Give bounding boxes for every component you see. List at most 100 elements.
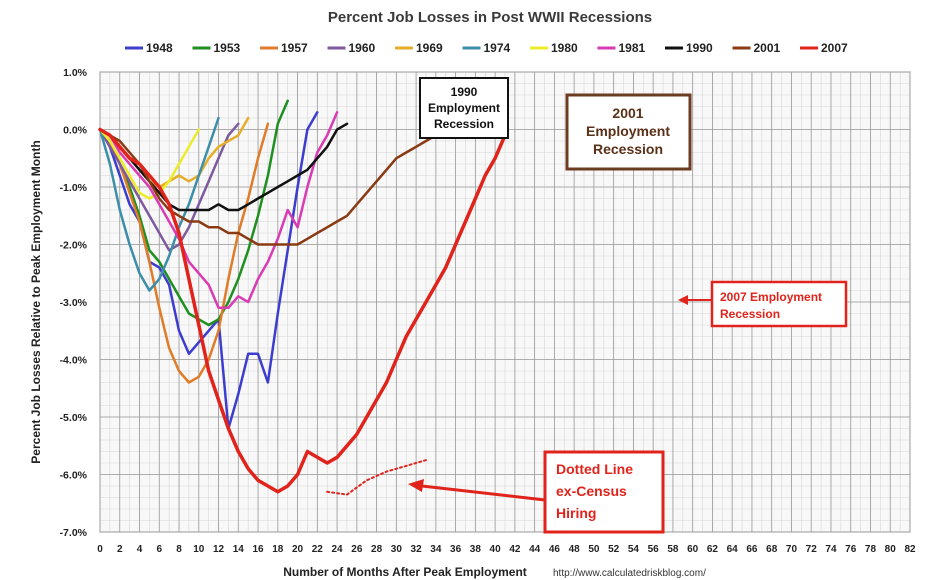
annotation-1990-box: [419, 77, 509, 139]
x-tick-label: 78: [865, 544, 877, 555]
x-tick-label: 44: [529, 544, 541, 555]
y-axis-ticks: 1.0% 0.0% -1.0% -2.0% -3.0% -4.0% -5.0% -6.0% -7…: [60, 67, 88, 539]
x-tick-label: 58: [667, 544, 679, 555]
annotation-1990-line2: Employment: [428, 101, 500, 115]
series-layer: [98, 99, 507, 496]
annotation-2007-line2: Recession: [720, 307, 780, 321]
x-tick-label: 60: [687, 544, 699, 555]
annotation-2001-line3: Recession: [593, 141, 663, 157]
x-tick-label: 48: [569, 544, 581, 555]
x-tick-label: 8: [176, 544, 182, 555]
y-tick-label: -5.0%: [60, 412, 88, 424]
annotation-2001-line1: 2001: [612, 105, 643, 121]
legend-label-1990: 1990: [686, 41, 713, 55]
x-tick-label: 74: [825, 544, 837, 555]
x-tick-label: 64: [727, 544, 739, 555]
legend-label-1981: 1981: [619, 41, 646, 55]
x-tick-label: 56: [648, 544, 660, 555]
series-line-1948: [98, 111, 319, 430]
series-line-1957: [98, 122, 270, 384]
x-tick-label: 20: [292, 544, 304, 555]
legend: 1948 1953 1957 1960 1969 1974 1980 1981 1990 2001…: [125, 41, 848, 55]
annotation-2001-box: [565, 93, 692, 171]
x-axis-ticks: 0 2 4 6 8 10 12 14 16 18 20 22 24 26 28 30 32 34 36 38 40 42 4…: [97, 544, 916, 555]
x-tick-label: 54: [628, 544, 640, 555]
annotation-1990-recession: 1990 Employment Recession: [419, 77, 509, 139]
x-tick-label: 38: [470, 544, 482, 555]
legend-label-1980: 1980: [551, 41, 578, 55]
series-line-1960: [98, 122, 240, 252]
x-tick-label: 76: [845, 544, 857, 555]
x-tick-label: 2: [117, 544, 123, 555]
y-tick-label: -2.0%: [60, 240, 88, 252]
y-axis-label: Percent Job Losses Relative to Peak Empl…: [29, 140, 43, 463]
x-tick-label: 28: [371, 544, 383, 555]
legend-label-2007: 2007: [821, 41, 848, 55]
x-tick-label: 4: [137, 544, 143, 555]
x-tick-label: 26: [351, 544, 363, 555]
x-tick-label: 70: [786, 544, 798, 555]
source-url: http://www.calculatedriskblog.com/: [553, 568, 706, 579]
x-tick-label: 12: [213, 544, 225, 555]
annotation-ex-census-box: [543, 450, 665, 534]
annotation-ex-census: Dotted Line ex-Census Hiring: [408, 450, 665, 534]
y-tick-label: -6.0%: [60, 470, 88, 482]
annotation-2001-recession: 2001 Employment Recession: [565, 93, 692, 171]
x-tick-label: 66: [746, 544, 758, 555]
x-tick-label: 42: [509, 544, 521, 555]
series-line-2001: [98, 122, 447, 246]
legend-label-2001: 2001: [754, 41, 781, 55]
x-tick-label: 46: [549, 544, 561, 555]
annotation-ex-census-line2: ex-Census: [556, 483, 627, 499]
x-tick-label: 68: [766, 544, 778, 555]
annotation-ex-census-arrow-icon: [408, 479, 424, 492]
series-line-1981: [98, 111, 339, 310]
y-tick-label: 0.0%: [63, 125, 88, 137]
x-tick-label: 14: [233, 544, 245, 555]
x-tick-label: 30: [391, 544, 403, 555]
x-tick-label: 32: [411, 544, 423, 555]
y-tick-label: -3.0%: [60, 297, 88, 309]
x-tick-label: 34: [430, 544, 442, 555]
annotation-2007-line1: 2007 Employment: [720, 290, 822, 304]
x-tick-label: 16: [252, 544, 264, 555]
x-tick-label: 18: [272, 544, 284, 555]
legend-label-1960: 1960: [349, 41, 376, 55]
x-axis-label: Number of Months After Peak Employment: [283, 565, 527, 579]
y-tick-label: -1.0%: [60, 182, 88, 194]
x-tick-label: 50: [588, 544, 600, 555]
annotation-ex-census-line3: Hiring: [556, 505, 596, 521]
annotation-1990-line1: 1990: [451, 85, 478, 99]
x-tick-label: 52: [608, 544, 620, 555]
annotation-ex-census-arrow-shaft: [421, 484, 546, 502]
annotation-2007-box: [710, 280, 848, 328]
y-tick-label: -4.0%: [60, 355, 88, 367]
series-line-1953: [98, 99, 289, 327]
legend-label-1953: 1953: [214, 41, 241, 55]
y-tick-label: -7.0%: [60, 527, 88, 539]
legend-label-1969: 1969: [416, 41, 443, 55]
x-tick-label: 24: [332, 544, 344, 555]
x-tick-label: 6: [156, 544, 162, 555]
x-tick-label: 10: [193, 544, 205, 555]
legend-label-1948: 1948: [146, 41, 173, 55]
x-tick-label: 62: [707, 544, 719, 555]
annotation-2001-line2: Employment: [586, 123, 670, 139]
annotation-2007-arrow-icon: [678, 295, 688, 305]
chart-title: Percent Job Losses in Post WWII Recessio…: [328, 9, 652, 26]
legend-label-1957: 1957: [281, 41, 308, 55]
annotation-2007-recession: 2007 Employment Recession: [678, 280, 848, 328]
x-tick-label: 40: [490, 544, 502, 555]
x-tick-label: 80: [885, 544, 897, 555]
x-tick-label: 22: [312, 544, 324, 555]
series-line-1990: [98, 122, 349, 212]
series-line-2007-ex-census: [326, 459, 427, 496]
series-line-2007: [98, 127, 507, 494]
series-line-1980: [98, 128, 201, 200]
legend-label-1974: 1974: [484, 41, 511, 55]
annotation-1990-line3: Recession: [434, 117, 494, 131]
x-tick-label: 72: [806, 544, 818, 555]
annotation-ex-census-line1: Dotted Line: [556, 461, 633, 477]
y-tick-label: 1.0%: [63, 67, 88, 79]
